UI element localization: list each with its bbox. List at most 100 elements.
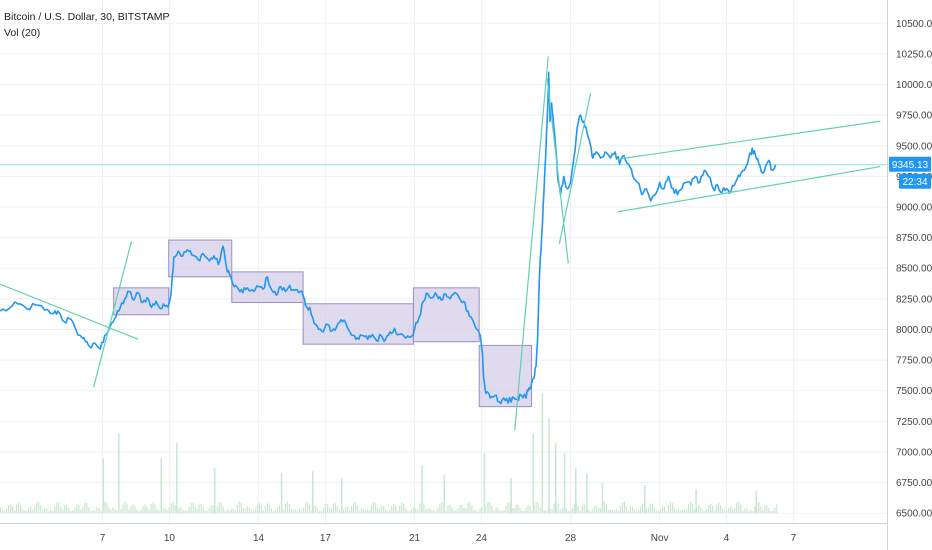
volume-bar	[126, 504, 128, 514]
volume-bar	[246, 506, 248, 514]
volume-bar	[495, 507, 497, 514]
x-tick-label: 14	[253, 533, 265, 544]
volume-bar	[698, 505, 700, 514]
volume-bar	[194, 507, 196, 514]
trendline	[93, 241, 133, 388]
volume-bar	[712, 506, 714, 514]
last-price-tag	[889, 156, 931, 172]
volume-bar	[667, 505, 670, 514]
volume-bar	[276, 507, 278, 514]
volume-bar	[766, 505, 768, 514]
volume-bar	[202, 507, 204, 514]
volume-bar	[619, 506, 621, 514]
volume-bar	[750, 509, 752, 514]
volume-bar	[340, 478, 343, 514]
volume-bar	[481, 507, 483, 514]
volume-bar	[663, 506, 666, 514]
volume-bar	[228, 510, 230, 514]
x-tick-label: 21	[409, 533, 421, 544]
volume-bar	[46, 508, 48, 514]
volume-bar	[561, 508, 563, 514]
volume-bar	[449, 504, 451, 514]
volume-bar	[631, 506, 634, 514]
volume-bar	[0, 507, 2, 514]
volume-bar	[615, 508, 617, 514]
volume-bar	[583, 503, 585, 514]
volume-bar	[353, 501, 355, 514]
volume-bar	[312, 471, 314, 514]
volume-bar	[537, 503, 539, 514]
volume-bar	[342, 509, 345, 514]
volume-bar	[531, 511, 533, 514]
y-tick-label: 6750.00	[896, 478, 932, 489]
volume-bar	[138, 511, 140, 514]
volume-bar	[371, 505, 373, 514]
volume-bar	[726, 510, 728, 514]
volume-bar	[252, 510, 254, 514]
volume-bar	[447, 505, 449, 514]
volume-bar	[381, 505, 383, 514]
volume-bar	[213, 468, 216, 514]
volume-bar	[40, 505, 42, 514]
volume-bar	[4, 511, 6, 514]
volume-bar	[720, 504, 722, 514]
volume-bar	[363, 509, 365, 514]
volume-bar	[669, 501, 672, 514]
volume-bar	[280, 473, 283, 514]
volume-bar	[714, 510, 716, 514]
volume-bar	[324, 504, 327, 514]
volume-bar	[395, 505, 397, 514]
volume-bar	[168, 507, 170, 514]
volume-bar	[617, 510, 619, 514]
volume-bar	[272, 511, 274, 514]
volume-bar	[2, 510, 4, 514]
volume-bar	[758, 502, 760, 514]
volume-bar	[18, 502, 20, 514]
volume-bar	[48, 511, 50, 514]
volume-bar	[24, 510, 26, 514]
volume-bar	[728, 507, 730, 514]
y-tick-label: 10500.00	[896, 19, 932, 30]
y-tick-label: 9750.00	[896, 111, 932, 122]
volume-bar	[609, 509, 611, 514]
volume-bar	[42, 510, 44, 514]
y-tick-label: 9500.00	[896, 141, 932, 152]
volume-bar	[132, 504, 134, 514]
volume-bar	[644, 485, 646, 514]
y-tick-label: 9000.00	[896, 202, 932, 213]
volume-bar	[330, 508, 333, 514]
volume-bar	[607, 510, 609, 514]
volume-bar	[379, 508, 381, 514]
volume-bar	[68, 508, 70, 514]
volume-bar	[527, 504, 529, 514]
volume-bar	[517, 504, 519, 514]
volume-bar	[22, 509, 24, 514]
volume-bar	[505, 505, 507, 514]
volume-bar	[80, 509, 82, 514]
volume-bar	[355, 501, 357, 514]
volume-bar	[290, 508, 293, 514]
volume-bar	[459, 505, 461, 514]
volume-bar	[262, 510, 264, 514]
volume-bar	[361, 508, 363, 514]
volume-bar	[184, 510, 186, 514]
x-tick-label: 24	[476, 533, 488, 544]
volume-bar	[286, 501, 289, 514]
volume-bar	[683, 509, 686, 514]
volume-bar	[377, 507, 379, 514]
volume-bar	[469, 502, 471, 514]
volume-bar	[463, 507, 465, 514]
volume-bar	[685, 509, 688, 514]
volume-bar	[586, 473, 588, 514]
volume-bar	[475, 510, 477, 514]
volume-bar	[114, 509, 116, 514]
volume-bar	[587, 509, 589, 514]
volume-bar	[218, 502, 220, 514]
volume-bar	[258, 502, 260, 514]
volume-bar	[493, 510, 495, 514]
volume-bar	[595, 505, 597, 514]
volume-bar	[465, 508, 467, 514]
